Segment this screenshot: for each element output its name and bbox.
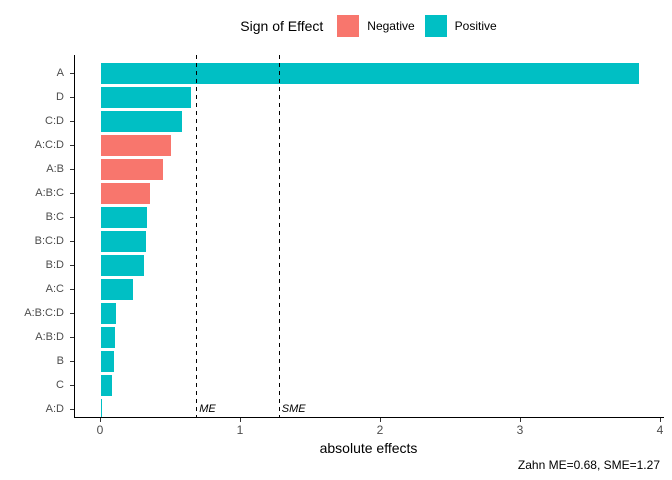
plot-panel: ME SME (74, 55, 664, 418)
x-tick-label: 4 (656, 423, 664, 437)
bar-A:C (101, 278, 134, 300)
y-tick-label: A:B:C:D (24, 307, 64, 319)
bar-A:B:C (101, 182, 150, 204)
bar-A:C:D (101, 134, 171, 156)
x-tick-label: 2 (376, 423, 384, 437)
y-tick-label: A:D (45, 403, 64, 415)
y-tick-mark (70, 361, 74, 362)
bar-A:B (101, 158, 163, 180)
legend-label: Positive (454, 19, 497, 33)
y-tick-label: A:B (46, 163, 64, 175)
y-tick-mark (70, 169, 74, 170)
bar-A:B:C:D (101, 302, 117, 324)
bar-A:D (101, 398, 103, 417)
x-tick-mark (520, 418, 521, 422)
legend-item-negative: Negative (337, 15, 415, 37)
y-tick-label: A (56, 67, 64, 79)
y-tick-mark (70, 313, 74, 314)
legend-title: Sign of Effect (240, 18, 324, 34)
x-tick-mark (240, 418, 241, 422)
bar-B:D (101, 254, 145, 276)
y-tick-label: A:B:D (35, 331, 64, 343)
bar-D (101, 86, 191, 108)
x-tick-mark (660, 418, 661, 422)
legend-item-positive: Positive (424, 15, 497, 37)
x-tick-mark (380, 418, 381, 422)
y-tick-mark (70, 193, 74, 194)
y-tick-mark (70, 217, 74, 218)
bar-B:C (101, 206, 148, 228)
y-tick-mark (70, 337, 74, 338)
y-tick-mark (70, 145, 74, 146)
y-tick-label: A:C (45, 283, 64, 295)
legend-swatch-negative (337, 15, 360, 37)
x-tick-mark (100, 418, 101, 422)
y-tick-label: D (56, 91, 64, 103)
reference-line-sme (278, 55, 280, 417)
bar-C (101, 374, 113, 396)
y-tick-label: A:C:D (34, 139, 64, 151)
legend: Sign of Effect Negative Positive (74, 10, 663, 42)
y-tick-mark (70, 265, 74, 266)
bar-B:C:D (101, 230, 146, 252)
legend-label: Negative (367, 19, 415, 33)
x-tick-label: 0 (96, 423, 104, 437)
bar-A (101, 62, 639, 84)
reference-line-me (196, 55, 198, 417)
y-tick-label: C:D (45, 115, 64, 127)
y-tick-mark (70, 409, 74, 410)
x-axis-title: absolute effects (319, 440, 418, 456)
x-tick-label: 3 (516, 423, 524, 437)
y-tick-label: B (56, 355, 64, 367)
bar-C:D (101, 110, 183, 132)
y-tick-mark (70, 97, 74, 98)
x-tick-label: 1 (236, 423, 244, 437)
bar-B (101, 350, 114, 372)
y-tick-mark (70, 385, 74, 386)
y-tick-label: B:C:D (34, 235, 64, 247)
y-tick-label: A:B:C (35, 187, 64, 199)
y-tick-mark (70, 121, 74, 122)
y-tick-label: B:C (45, 211, 64, 223)
caption-text: Zahn ME=0.68, SME=1.27 (517, 458, 660, 472)
y-tick-mark (70, 241, 74, 242)
reference-line-label-sme: SME (281, 403, 306, 415)
bar-A:B:D (101, 326, 115, 348)
y-tick-mark (70, 73, 74, 74)
y-tick-label: B:D (45, 259, 64, 271)
legend-swatch-positive (424, 15, 447, 37)
reference-line-label-me: ME (199, 403, 216, 415)
y-tick-label: C (56, 379, 64, 391)
y-tick-mark (70, 289, 74, 290)
